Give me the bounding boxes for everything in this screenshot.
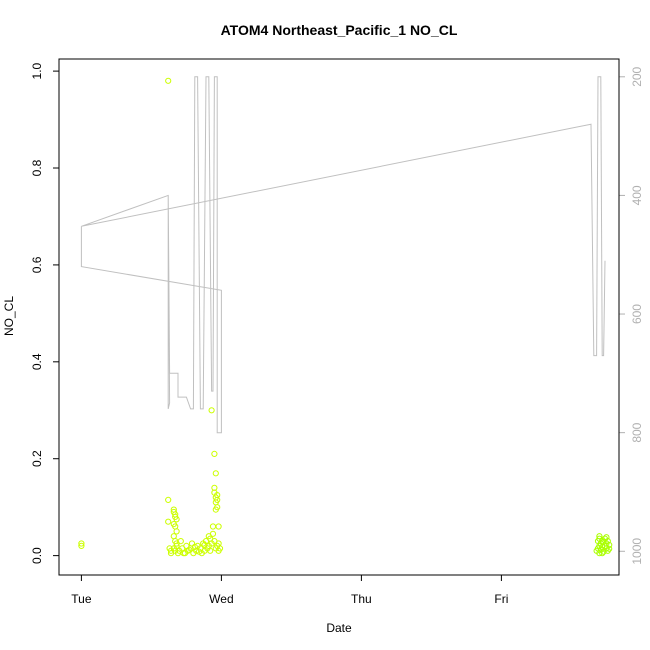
- data-point: [195, 548, 203, 555]
- data-point: [606, 541, 613, 549]
- data-point: [165, 77, 172, 84]
- x-axis-label: Date: [326, 621, 352, 635]
- data-point: [78, 542, 85, 550]
- data-point: [209, 530, 217, 537]
- data-point: [596, 533, 603, 540]
- data-point: [209, 523, 217, 530]
- data-point: [212, 470, 219, 477]
- x-tick-label: Tue: [71, 592, 92, 606]
- x-tick-label: Wed: [209, 592, 233, 606]
- y-tick-label: 1.0: [30, 62, 44, 79]
- data-point: [208, 407, 215, 414]
- chart-title: ATOM4 Northeast_Pacific_1 NO_CL: [221, 22, 458, 38]
- data-point: [188, 540, 196, 547]
- data-point: [211, 450, 218, 457]
- data-point: [170, 533, 177, 540]
- data-point: [603, 534, 610, 541]
- data-point: [596, 550, 603, 557]
- data-point: [201, 541, 208, 549]
- data-point: [173, 528, 180, 535]
- plot-frame: [58, 58, 620, 576]
- data-point: [207, 547, 214, 554]
- y-tick-label: 0.2: [30, 450, 44, 467]
- y2-tick-label: 600: [630, 304, 644, 324]
- data-point: [599, 550, 606, 557]
- line-series: [80, 76, 606, 434]
- data-point: [165, 518, 172, 525]
- y2-tick-label: 1000: [630, 538, 644, 565]
- y2-tick-label: 200: [630, 66, 644, 86]
- data-point: [604, 538, 611, 545]
- data-point: [186, 546, 193, 553]
- data-point: [173, 542, 180, 550]
- series-line: [80, 76, 606, 434]
- point-series: [78, 77, 613, 557]
- data-point: [177, 538, 184, 545]
- data-point: [191, 543, 198, 551]
- y-axis-label: NO_CL: [2, 296, 16, 336]
- y2-tick-label: 400: [630, 185, 644, 205]
- data-point: [215, 523, 222, 530]
- y2-tick-label: 800: [630, 422, 644, 442]
- data-point: [214, 496, 221, 503]
- data-point: [181, 550, 189, 557]
- data-point: [214, 504, 221, 511]
- y-tick-label: 0.8: [30, 159, 44, 176]
- data-point: [173, 516, 180, 523]
- data-point: [165, 496, 172, 503]
- x-tick-label: Fri: [494, 592, 508, 606]
- axis-ticks: Tue Wed Thu Fri 0.0 0.2 0.4 0.6 0.8 1.0 200 400 600 8…: [30, 62, 644, 606]
- data-point: [216, 545, 224, 552]
- x-tick-label: Thu: [351, 592, 372, 606]
- data-point: [78, 540, 85, 547]
- y-tick-label: 0.0: [30, 547, 44, 564]
- data-point: [606, 545, 613, 552]
- y-tick-label: 0.6: [30, 256, 44, 273]
- y-tick-label: 0.4: [30, 353, 44, 370]
